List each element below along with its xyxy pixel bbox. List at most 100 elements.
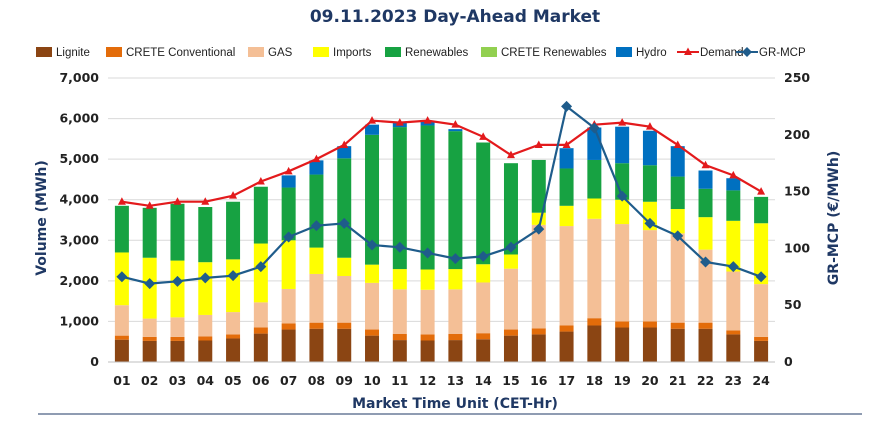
legend-label: Imports: [333, 47, 372, 59]
bar-segment: [448, 334, 463, 341]
bar-segment: [420, 269, 435, 290]
bar-segment: [726, 220, 741, 272]
bar-segment: [226, 338, 241, 362]
demand-marker: [423, 116, 432, 124]
bar-segment: [754, 196, 769, 224]
demand-marker: [729, 170, 738, 179]
bar-segment: [476, 282, 491, 334]
bar-segment: [198, 314, 213, 337]
bar-segment: [587, 218, 602, 319]
bar-segment: [726, 334, 741, 362]
demand-marker: [673, 140, 682, 148]
demand-marker: [173, 197, 182, 205]
bar-segment: [337, 257, 352, 276]
legend-swatch: [248, 47, 264, 57]
bar-segment: [559, 148, 574, 169]
bar-segment: [670, 176, 685, 210]
mcp-marker: [394, 241, 406, 253]
bar-segment: [198, 207, 213, 263]
x-tick-label: 20: [641, 373, 659, 388]
x-tick-label: 04: [197, 373, 215, 388]
bar-segment: [170, 340, 185, 362]
bar-segment: [559, 226, 574, 326]
mcp-marker: [672, 230, 684, 242]
x-tick-label: 10: [363, 373, 381, 388]
demand-marker: [368, 116, 377, 124]
bar-segment: [170, 203, 185, 261]
bar-segment: [726, 271, 741, 331]
bar-segment: [365, 134, 380, 265]
bar-segment: [698, 170, 713, 189]
legend-swatch: [616, 47, 632, 57]
bar-segment: [281, 187, 296, 241]
bar-segment: [587, 318, 602, 326]
bar-segment: [587, 198, 602, 219]
mcp-marker: [616, 190, 628, 202]
legend-swatch: [36, 47, 52, 57]
mcp-marker: [561, 100, 573, 112]
bar-segment: [615, 199, 630, 225]
x-tick-label: 11: [391, 373, 408, 388]
demand-marker: [145, 201, 154, 209]
bar-segment: [420, 334, 435, 341]
demand-marker: [534, 140, 543, 148]
legend-swatch: [481, 47, 497, 57]
bar-segment: [142, 207, 157, 258]
bar-segment: [309, 247, 324, 274]
mcp-marker: [283, 231, 295, 243]
y2-tick-label: 50: [784, 297, 802, 312]
mcp-marker: [366, 239, 378, 251]
bar-segment: [337, 146, 352, 159]
legend-swatch: [313, 47, 329, 57]
bar-segment: [281, 240, 296, 289]
bar-segment: [476, 339, 491, 362]
bar-segment: [392, 289, 407, 335]
bar-segment: [531, 328, 546, 335]
bar-segment: [114, 205, 129, 253]
bar-segment: [114, 305, 129, 336]
series-line: [121, 119, 762, 207]
bar-segment: [670, 233, 685, 323]
bar-segment: [365, 335, 380, 362]
bar-segment: [198, 262, 213, 315]
y2-tick-label: 100: [784, 240, 810, 255]
axes: 01,0002,0003,0004,0005,0006,0007,0000501…: [59, 70, 810, 388]
demand-marker: [201, 197, 210, 205]
y2-tick-label: 150: [784, 184, 810, 199]
bar-segment: [226, 201, 241, 260]
y-tick-label: 2,000: [59, 273, 99, 288]
y-axis-title: Volume (MWh): [34, 160, 50, 276]
x-tick-label: 09: [336, 373, 353, 388]
bar-segment: [642, 327, 657, 362]
demand-marker: [117, 197, 126, 205]
bar-segment: [476, 264, 491, 283]
bar-segment: [615, 126, 630, 164]
y2-axis-title: GR-MCP (€/MWh): [826, 151, 842, 285]
bar-segment: [365, 264, 380, 283]
mcp-marker: [227, 270, 239, 282]
bar-segment: [281, 323, 296, 330]
y-tick-label: 3,000: [59, 232, 99, 247]
bar-segment: [226, 334, 241, 339]
bar-segment: [531, 212, 546, 225]
y-tick-label: 4,000: [59, 192, 99, 207]
bar-segment: [420, 340, 435, 362]
mcp-marker: [255, 261, 267, 273]
bar-segment: [559, 331, 574, 362]
mcp-marker: [644, 217, 656, 229]
series-lines: [116, 100, 767, 290]
y2-tick-label: 250: [784, 70, 810, 85]
x-tick-label: 23: [725, 373, 742, 388]
bar-segment: [198, 336, 213, 341]
demand-marker: [312, 154, 321, 163]
bar-segment: [253, 327, 268, 334]
bar-segment: [392, 334, 407, 341]
demand-marker: [340, 140, 349, 148]
x-tick-label: 08: [308, 373, 325, 388]
bars: [114, 121, 769, 362]
chart-title: 09.11.2023 Day-Ahead Market: [310, 7, 600, 27]
bar-segment: [226, 259, 241, 313]
x-tick-label: 06: [252, 373, 270, 388]
x-tick-label: 05: [224, 373, 241, 388]
x-tick-label: 22: [697, 373, 714, 388]
